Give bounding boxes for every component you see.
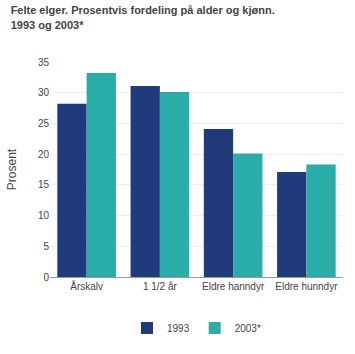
svg-text:15: 15 xyxy=(38,179,50,190)
svg-text:Felte elger. Prosentvis fordel: Felte elger. Prosentvis fordeling på ald… xyxy=(11,4,275,30)
svg-text:5: 5 xyxy=(43,241,49,252)
svg-text:30: 30 xyxy=(38,87,50,98)
svg-text:35: 35 xyxy=(38,57,50,68)
svg-text:1993: 1993 xyxy=(167,323,190,334)
svg-text:Årskalv: Årskalv xyxy=(70,280,103,292)
svg-text:25: 25 xyxy=(38,118,50,129)
svg-text:Eldre hanndyr: Eldre hanndyr xyxy=(202,281,265,292)
svg-text:1 1/2 år: 1 1/2 år xyxy=(143,281,178,292)
svg-text:10: 10 xyxy=(38,210,50,221)
svg-text:20: 20 xyxy=(38,149,50,160)
svg-text:0: 0 xyxy=(43,272,49,283)
svg-text:2003*: 2003* xyxy=(235,323,261,334)
svg-text:Eldre hunndyr: Eldre hunndyr xyxy=(275,281,338,292)
svg-text:Prosent: Prosent xyxy=(5,148,19,190)
